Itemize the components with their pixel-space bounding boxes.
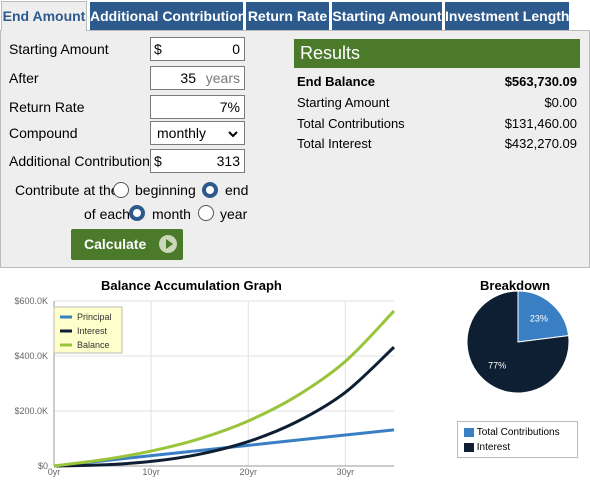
of-each-label: of each (84, 206, 130, 222)
beginning-label: beginning (135, 182, 196, 198)
calculate-label: Calculate (84, 236, 147, 252)
tab-investment-length[interactable]: Investment Length (445, 2, 569, 30)
legend-swatch (464, 443, 474, 452)
x-tick-label: 0yr (48, 467, 61, 477)
pie-slice-label: 23% (530, 313, 548, 323)
balance-line-chart: $0 $200.0K $400.0K $600.0K 0yr 10yr 20yr 30yr P… (14, 296, 396, 477)
currency-prefix: $ (154, 153, 162, 169)
after-value: 35 (180, 70, 196, 86)
legend-label: Principal (77, 312, 112, 322)
additional-contribution-value: 313 (216, 153, 240, 169)
legend-item: Interest (464, 442, 510, 453)
legend-label: Balance (77, 340, 110, 350)
tab-end-amount[interactable]: End Amount (1, 1, 87, 31)
result-label: Total Interest (297, 136, 372, 151)
y-tick-label: $0 (38, 461, 48, 471)
additional-contribution-input[interactable]: $ 313 (150, 149, 245, 173)
result-label: Starting Amount (297, 95, 390, 110)
return-rate-input[interactable]: 7% (150, 95, 245, 119)
y-tick-label: $200.0K (14, 406, 48, 416)
tab-additional-contribution[interactable]: Additional Contribution (90, 2, 246, 30)
y-tick-label: $400.0K (14, 351, 48, 361)
legend-label: Total Contributions (476, 427, 560, 438)
result-value: $563,730.09 (504, 74, 577, 89)
breakdown-legend: Total Contributions Interest (457, 421, 578, 458)
x-tick-label: 20yr (240, 467, 258, 477)
x-tick-label: 30yr (337, 467, 355, 477)
compound-select[interactable]: monthly (150, 121, 245, 145)
additional-contribution-label: Additional Contribution (9, 153, 150, 169)
results-title: Results (294, 39, 580, 68)
pie-slice-label: 77% (488, 361, 506, 371)
series-line-interest (53, 346, 396, 468)
x-tick-label: 10yr (142, 467, 160, 477)
radio-end[interactable] (202, 182, 218, 198)
end-label: end (225, 182, 249, 198)
tab-bar: End Amount Additional Contribution Retur… (0, 0, 590, 31)
return-rate-value: 7% (219, 99, 240, 115)
years-suffix: years (205, 70, 240, 86)
y-tick-label: $600.0K (14, 296, 48, 306)
chevron-down-icon (228, 131, 238, 138)
tab-return-rate[interactable]: Return Rate (246, 2, 329, 30)
tab-starting-amount[interactable]: Starting Amount (332, 2, 442, 30)
legend-item: Total Contributions (464, 427, 560, 438)
series-line-balance (53, 309, 396, 468)
calculator-panel: Starting Amount $ 0 After 35 years Retur… (0, 30, 590, 268)
year-label: year (220, 206, 248, 222)
month-label: month (152, 206, 191, 222)
compound-label: Compound (9, 125, 78, 141)
legend-label: Interest (476, 442, 511, 453)
contribute-at-label: Contribute at the (15, 182, 119, 198)
balance-chart-title: Balance Accumulation Graph (101, 278, 282, 293)
result-value: $432,270.09 (504, 136, 577, 151)
radio-beginning[interactable] (113, 182, 129, 198)
legend-label: Interest (77, 326, 108, 336)
currency-prefix: $ (154, 41, 162, 57)
result-value: $131,460.00 (504, 116, 577, 131)
after-input[interactable]: 35 years (150, 66, 245, 90)
starting-amount-label: Starting Amount (9, 41, 109, 57)
starting-amount-value: 0 (232, 41, 240, 57)
breakdown-chart-title: Breakdown (480, 278, 551, 293)
radio-month[interactable] (129, 205, 145, 221)
starting-amount-input[interactable]: $ 0 (150, 37, 245, 61)
legend-swatch (464, 428, 474, 437)
result-label: Total Contributions (297, 116, 405, 131)
radio-year[interactable] (198, 205, 214, 221)
after-label: After (9, 70, 39, 86)
breakdown-pie-chart: 23% 77% (466, 290, 570, 394)
result-value: $0.00 (544, 95, 577, 110)
return-rate-label: Return Rate (9, 99, 85, 115)
pie-slice (517, 290, 570, 343)
compound-value: monthly (157, 125, 207, 141)
calculate-button[interactable]: Calculate (71, 229, 183, 260)
play-icon (159, 235, 177, 253)
pie-slice (466, 290, 570, 394)
result-label: End Balance (297, 74, 376, 89)
